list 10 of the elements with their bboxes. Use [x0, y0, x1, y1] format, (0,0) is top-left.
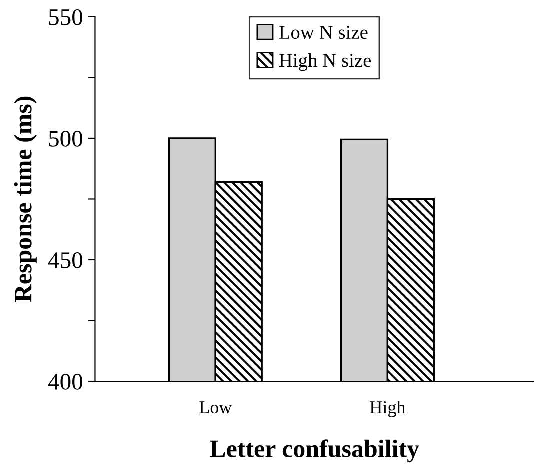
legend-label: High N size [279, 53, 372, 72]
x-tick-label: Low [200, 402, 232, 414]
y-tick-label: 450 [48, 252, 83, 268]
y-axis-title: Response time (ms) [14, 96, 37, 302]
y-tick-label: 550 [49, 9, 83, 26]
legend-label: Low N size [279, 26, 368, 40]
x-tick-label: High [370, 400, 406, 418]
y-tick-label: 400 [48, 374, 83, 390]
y-tick-label: 500 [49, 130, 83, 147]
x-axis-title: Letter confusability [210, 440, 420, 463]
